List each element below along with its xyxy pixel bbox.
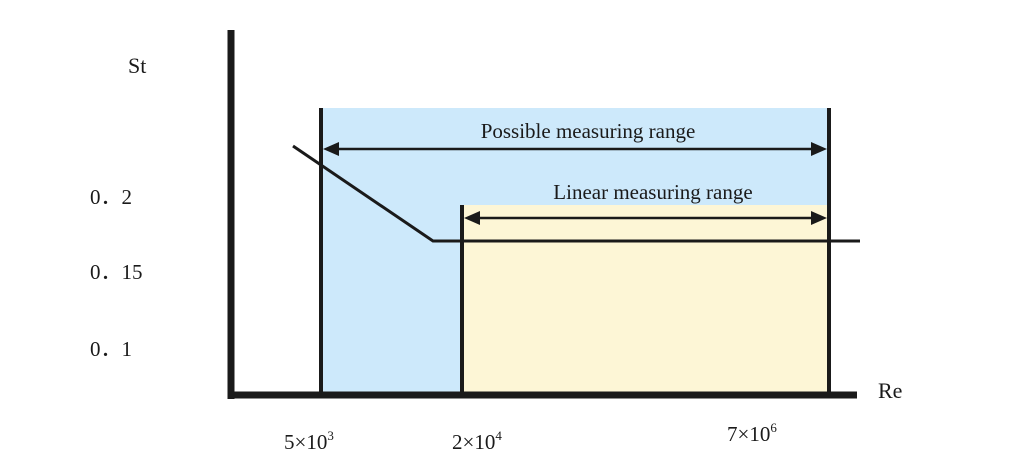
linear-range-region bbox=[462, 205, 829, 396]
x-tick-base: 2×10 bbox=[452, 430, 495, 454]
x-axis-label: Re bbox=[878, 378, 902, 403]
arrowhead-right-icon bbox=[811, 142, 827, 156]
arrowhead-left-icon bbox=[323, 142, 339, 156]
x-tick-base: 7×10 bbox=[727, 422, 770, 446]
y-tick-label: 0．1 bbox=[90, 337, 132, 361]
x-tick-exponent: 6 bbox=[770, 420, 777, 435]
st-re-curve bbox=[292, 144, 860, 243]
y-tick-label: 0．2 bbox=[90, 185, 132, 209]
x-tick-base: 5×10 bbox=[284, 430, 327, 454]
x-tick-exponent: 3 bbox=[327, 428, 334, 443]
arrowhead-left-icon bbox=[464, 211, 480, 225]
x-tick-label: 5×103 bbox=[284, 428, 334, 454]
x-tick-label: 7×106 bbox=[727, 420, 777, 446]
y-axis-label: St bbox=[128, 53, 146, 78]
x-tick-exponent: 4 bbox=[495, 428, 502, 443]
y-tick-label: 0．15 bbox=[90, 260, 143, 284]
linear-range-label: Linear measuring range bbox=[553, 180, 752, 204]
arrowhead-right-icon bbox=[811, 211, 827, 225]
x-tick-label: 2×104 bbox=[452, 428, 502, 454]
possible-range-label: Possible measuring range bbox=[481, 119, 696, 143]
